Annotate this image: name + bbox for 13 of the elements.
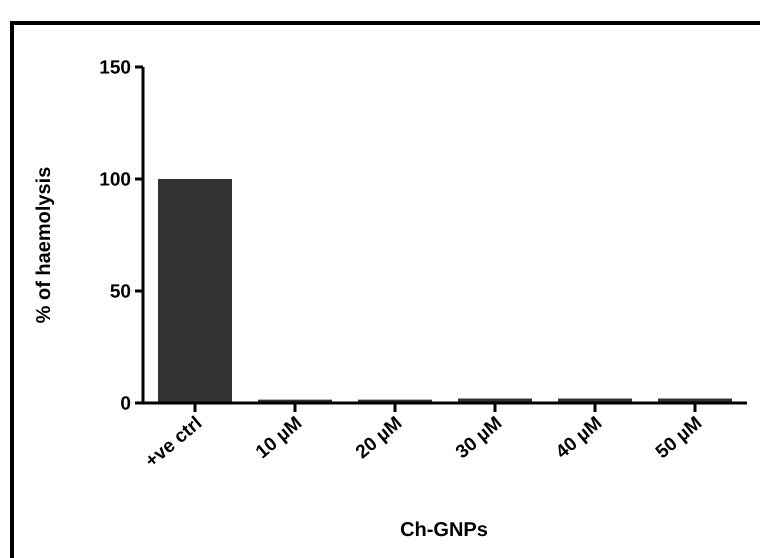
- y-tick-label: 150: [99, 58, 131, 79]
- bar: [158, 179, 232, 403]
- x-axis-title: Ch-GNPs: [400, 519, 488, 541]
- x-tick-label: 20 µM: [352, 412, 406, 464]
- x-tick-label: 50 µM: [652, 412, 706, 464]
- y-tick-label: 0: [120, 394, 131, 415]
- x-tick-label: 10 µM: [252, 412, 306, 464]
- x-tick-label: +ve ctrl: [141, 412, 206, 472]
- y-axis-title: % of haemolysis: [33, 166, 55, 324]
- y-tick-label: 100: [99, 170, 131, 191]
- x-tick-label: 30 µM: [452, 412, 506, 464]
- y-tick-label: 50: [110, 282, 131, 303]
- x-tick-label: 40 µM: [552, 412, 606, 464]
